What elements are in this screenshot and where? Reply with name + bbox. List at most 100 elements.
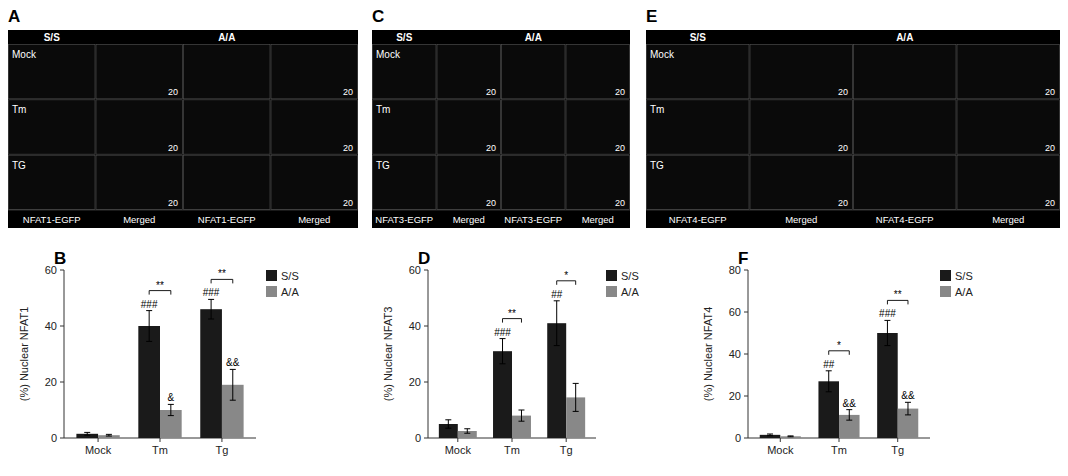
image-cell (373, 155, 437, 209)
error-bar (464, 429, 470, 433)
x-tick (221, 438, 222, 442)
image-cell (9, 100, 96, 154)
error-cap (84, 435, 90, 436)
error-cap (464, 433, 470, 434)
image-cell (9, 155, 96, 209)
image-cell (647, 45, 750, 99)
scale-label: 20 (486, 87, 496, 97)
y-tick-label: 60 (729, 306, 741, 318)
bracket-label: ** (156, 280, 164, 291)
legend-swatch (606, 286, 617, 297)
y-axis-label: (%) Nuclear NFAT4 (702, 307, 714, 402)
scale-label: 20 (615, 198, 625, 208)
error-bar (84, 432, 90, 435)
error-line (907, 402, 908, 415)
scale-label: 20 (168, 198, 178, 208)
legend-label: A/A (621, 286, 639, 298)
column-label: S/S (690, 32, 706, 43)
scale-label: 20 (343, 87, 353, 97)
column-label: A/A (218, 32, 235, 43)
annotation: ## (823, 359, 835, 370)
image-cell (502, 155, 566, 209)
bar (200, 309, 222, 438)
row-label: Tm (376, 104, 390, 115)
y-tick-label: 0 (735, 432, 741, 444)
error-line (828, 371, 829, 392)
image-panel: CS/SA/AMockTmTGNFAT3-EGFPMergedNFAT3-EGF… (372, 7, 630, 228)
error-cap (767, 435, 773, 436)
y-tick-label: 0 (51, 432, 57, 444)
y-axis (428, 270, 429, 438)
scale-label: 20 (1045, 87, 1055, 97)
image-cell (373, 45, 437, 99)
x-tick (512, 438, 513, 442)
error-line (556, 301, 557, 346)
error-bar (146, 311, 152, 342)
error-cap (106, 436, 112, 437)
legend-swatch (606, 270, 617, 281)
error-cap (208, 319, 214, 320)
image-cell (502, 100, 566, 154)
y-tick (424, 270, 428, 271)
scale-label: 20 (486, 198, 496, 208)
error-line (448, 420, 449, 428)
image-cell (271, 100, 358, 154)
x-tick (566, 438, 567, 442)
image-cell (566, 100, 630, 154)
x-tick-label: Tg (560, 444, 573, 456)
bar (98, 435, 120, 438)
bottom-label: Merged (785, 214, 817, 225)
scale-label: 20 (486, 143, 496, 153)
bar (493, 351, 512, 438)
image-cell (184, 100, 271, 154)
image-cell (184, 45, 271, 99)
background (0, 0, 1068, 476)
error-cap (106, 434, 112, 435)
row-label: Mock (12, 49, 37, 60)
error-bar (230, 369, 236, 400)
image-cell (750, 45, 853, 99)
legend: S/SA/A (940, 270, 973, 298)
image-cell (854, 155, 957, 209)
error-cap (445, 428, 451, 429)
image-cell (184, 155, 271, 209)
bracket (829, 351, 850, 355)
y-tick-label: 20 (409, 376, 421, 388)
image-cell (96, 100, 183, 154)
error-cap (518, 421, 524, 422)
error-cap (884, 320, 890, 321)
x-tick (780, 438, 781, 442)
x-tick (160, 438, 161, 442)
y-tick-label: 80 (729, 264, 741, 276)
image-cell (437, 100, 501, 154)
error-bar (884, 320, 890, 345)
error-line (887, 320, 888, 345)
image-cell (566, 45, 630, 99)
error-cap (500, 363, 506, 364)
bar (780, 436, 801, 438)
plot-area (760, 320, 919, 438)
y-axis-label: (%) Nuclear NFAT1 (18, 307, 30, 402)
y-tick-label: 20 (729, 390, 741, 402)
y-tick (60, 438, 64, 439)
divider (372, 210, 630, 211)
error-bar (788, 435, 794, 437)
legend-label: A/A (281, 286, 299, 298)
y-tick-label: 0 (415, 432, 421, 444)
panel-label: E (646, 7, 657, 26)
image-background (8, 30, 358, 228)
image-cell (437, 45, 501, 99)
annotation: ## (551, 289, 563, 300)
row-label: TG (650, 160, 664, 171)
image-cell (647, 100, 750, 154)
image-cell (502, 45, 566, 99)
error-cap (168, 404, 174, 405)
image-cell (854, 100, 957, 154)
image-cell (271, 155, 358, 209)
scale-label: 20 (343, 198, 353, 208)
error-cap (826, 391, 832, 392)
divider (8, 210, 358, 211)
error-line (149, 311, 150, 342)
x-tick-label: Tg (891, 444, 904, 456)
row-label: Tm (12, 104, 26, 115)
